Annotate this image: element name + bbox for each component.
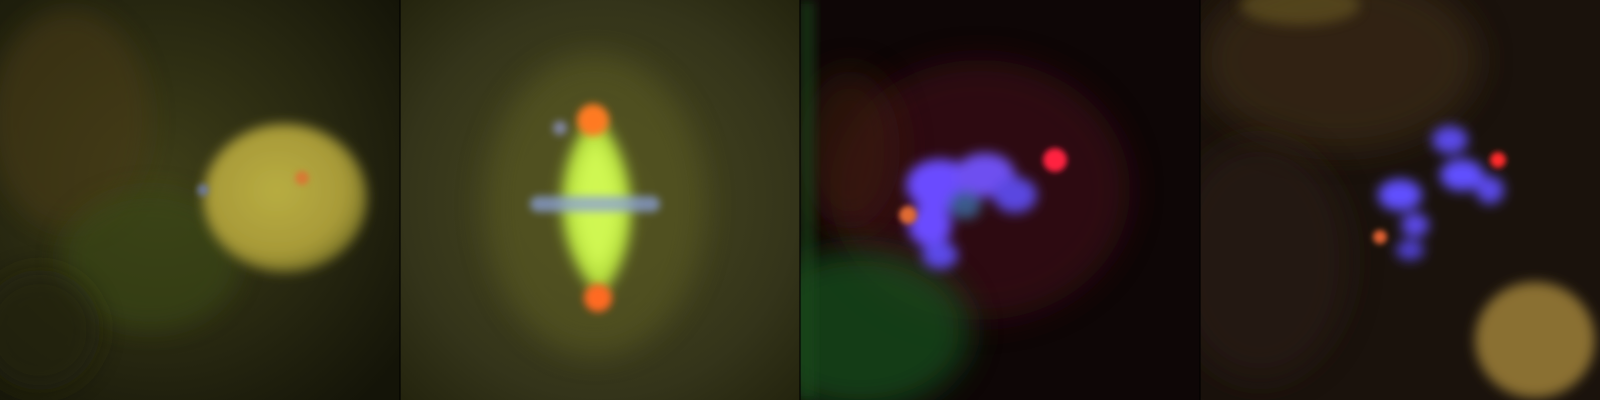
panel-4-image <box>1200 0 1600 400</box>
panel-divider <box>1199 0 1201 400</box>
red-focus <box>1043 148 1067 172</box>
spindle-pole-bottom <box>584 284 612 312</box>
nucleolus-spot <box>295 171 309 185</box>
panel-1-image <box>0 0 400 400</box>
chromatin-cluster <box>906 153 1037 269</box>
microscopy-panel-3 <box>800 0 1200 400</box>
orange-spot <box>1373 230 1387 244</box>
microscopy-panel-1 <box>0 0 400 400</box>
chromatin-fragments <box>1378 126 1504 260</box>
panel-3-image <box>800 0 1200 400</box>
panel-divider <box>399 0 401 400</box>
panel-2-image <box>400 0 800 400</box>
green-region <box>800 250 970 400</box>
spindle-pole-top <box>577 104 609 136</box>
panel-divider <box>799 0 801 400</box>
nucleus-shape <box>203 124 367 272</box>
metaphase-plate <box>530 196 660 212</box>
red-focus <box>1490 152 1506 168</box>
microscopy-panel-2 <box>400 0 800 400</box>
microscopy-panel-4 <box>1200 0 1600 400</box>
out-of-focus-blob <box>1475 282 1595 398</box>
orange-spot <box>899 206 917 224</box>
